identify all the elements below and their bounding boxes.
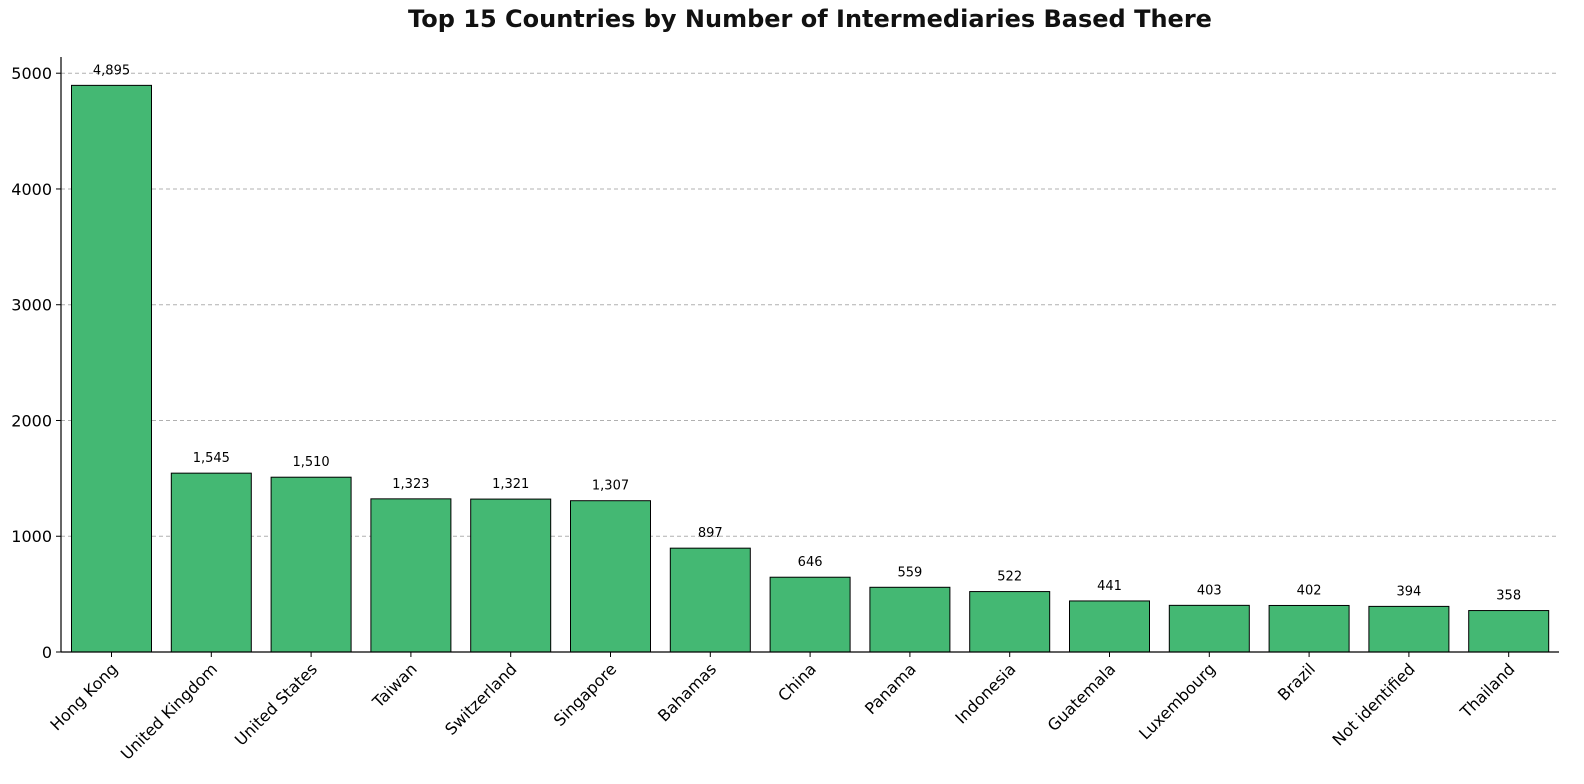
bars — [71, 84, 1550, 653]
bar-value-label: 1,510 — [292, 455, 329, 470]
gridlines — [61, 72, 1559, 537]
bar — [71, 84, 152, 653]
y-tick-label: 5000 — [11, 64, 52, 83]
bar — [270, 476, 352, 653]
y-tick-label: 3000 — [11, 296, 52, 315]
bar — [669, 547, 751, 653]
bar — [969, 591, 1051, 653]
x-tick-label: Hong Kong — [46, 659, 121, 734]
bar-value-label: 358 — [1496, 589, 1521, 604]
x-tick-label: Panama — [861, 659, 920, 718]
bar-value-label: 1,307 — [592, 479, 629, 494]
bar-value-label: 4,895 — [93, 63, 130, 78]
bar — [570, 500, 651, 653]
x-tick-label: Taiwan — [368, 659, 421, 712]
x-tick-label: United Kingdom — [117, 659, 221, 763]
bar — [1069, 600, 1150, 653]
x-tick-label: Luxembourg — [1135, 659, 1219, 743]
x-tick-label: Indonesia — [951, 659, 1019, 727]
bar — [1268, 604, 1350, 653]
bar-value-label: 394 — [1396, 584, 1421, 599]
labels: 0 1000 2000 3000 4000 5000 4,895 Hong Kong 1,545… — [11, 63, 1521, 763]
x-tick-label: Brazil — [1274, 659, 1319, 704]
x-tick-label: United States — [231, 659, 321, 749]
bar-value-label: 646 — [798, 555, 823, 570]
axes — [56, 57, 1559, 657]
bar-value-label: 1,323 — [392, 477, 429, 492]
bar — [1168, 604, 1250, 653]
bar — [170, 472, 252, 653]
bar — [1368, 605, 1450, 653]
x-tick-label: Switzerland — [441, 659, 520, 738]
x-tick-label: Singapore — [550, 659, 621, 730]
bar — [470, 498, 552, 653]
y-tick-label: 0 — [42, 643, 52, 662]
bar-value-label: 897 — [698, 526, 723, 541]
x-tick-label: Thailand — [1456, 659, 1519, 722]
y-tick-label: 2000 — [11, 411, 52, 430]
bar-value-label: 403 — [1197, 583, 1222, 598]
x-tick-label: Not identified — [1329, 659, 1419, 749]
y-tick-label: 1000 — [11, 527, 52, 546]
bar-value-label: 1,321 — [492, 477, 529, 492]
chart-title: Top 15 Countries by Number of Intermedia… — [408, 5, 1212, 33]
y-tick-label: 4000 — [11, 180, 52, 199]
bar-value-label: 441 — [1097, 579, 1122, 594]
x-tick-label: Guatemala — [1044, 659, 1120, 735]
bar-value-label: 559 — [897, 565, 922, 580]
bar-value-label: 522 — [997, 570, 1022, 585]
bar — [769, 576, 851, 653]
x-tick-label: China — [774, 659, 820, 705]
bar — [370, 498, 452, 653]
x-tick-label: Bahamas — [654, 659, 720, 725]
bar — [1468, 610, 1550, 653]
bar — [869, 586, 951, 653]
bar-value-label: 402 — [1297, 583, 1322, 598]
bar-value-label: 1,545 — [193, 451, 230, 466]
